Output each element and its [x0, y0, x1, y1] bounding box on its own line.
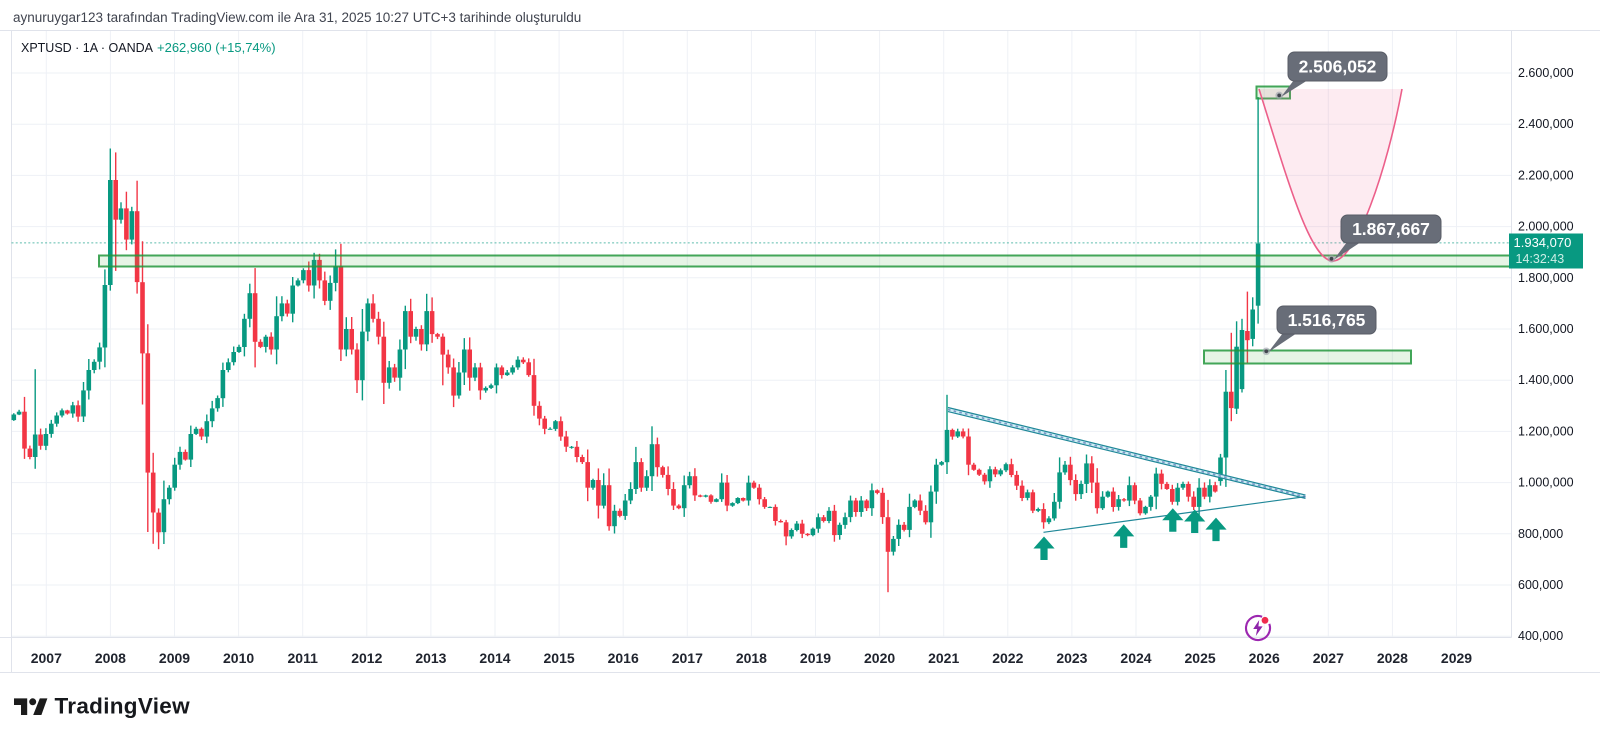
- svg-text:2016: 2016: [608, 650, 639, 666]
- svg-text:+262,960 (+15,74%): +262,960 (+15,74%): [157, 40, 276, 55]
- svg-text:1.867,667: 1.867,667: [1352, 219, 1430, 239]
- svg-text:2014: 2014: [479, 650, 510, 666]
- svg-text:2.600,000: 2.600,000: [1518, 66, 1574, 80]
- svg-text:600,000: 600,000: [1518, 578, 1563, 592]
- svg-text:2.000,000: 2.000,000: [1518, 220, 1574, 234]
- svg-text:1.000,000: 1.000,000: [1518, 476, 1574, 490]
- svg-text:1.200,000: 1.200,000: [1518, 424, 1574, 438]
- svg-text:2.200,000: 2.200,000: [1518, 168, 1574, 182]
- svg-text:XPTUSD · 1A · OANDA: XPTUSD · 1A · OANDA: [21, 41, 154, 55]
- svg-text:2029: 2029: [1441, 650, 1472, 666]
- svg-text:2.400,000: 2.400,000: [1518, 117, 1574, 131]
- svg-text:2011: 2011: [288, 650, 319, 666]
- svg-text:2025: 2025: [1185, 650, 1216, 666]
- svg-text:1.600,000: 1.600,000: [1518, 322, 1574, 336]
- svg-text:2023: 2023: [1056, 650, 1087, 666]
- svg-text:2013: 2013: [415, 650, 446, 666]
- svg-text:2022: 2022: [992, 650, 1023, 666]
- svg-text:1.516,765: 1.516,765: [1288, 310, 1366, 330]
- svg-text:2024: 2024: [1120, 650, 1151, 666]
- svg-text:2010: 2010: [223, 650, 254, 666]
- svg-text:2019: 2019: [800, 650, 831, 666]
- svg-text:2028: 2028: [1377, 650, 1408, 666]
- svg-text:2027: 2027: [1313, 650, 1344, 666]
- svg-text:2026: 2026: [1249, 650, 1280, 666]
- svg-text:400,000: 400,000: [1518, 629, 1563, 643]
- svg-text:2008: 2008: [95, 650, 126, 666]
- svg-text:2007: 2007: [31, 650, 62, 666]
- svg-text:800,000: 800,000: [1518, 527, 1563, 541]
- svg-text:2.506,052: 2.506,052: [1299, 57, 1377, 77]
- svg-text:2018: 2018: [736, 650, 767, 666]
- svg-text:2012: 2012: [351, 650, 382, 666]
- svg-text:2021: 2021: [928, 650, 959, 666]
- svg-text:TradingView: TradingView: [55, 694, 191, 719]
- svg-text:2009: 2009: [159, 650, 190, 666]
- svg-text:14:32:43: 14:32:43: [1516, 252, 1565, 266]
- svg-text:1.800,000: 1.800,000: [1518, 271, 1574, 285]
- svg-text:1.400,000: 1.400,000: [1518, 373, 1574, 387]
- svg-text:2015: 2015: [544, 650, 575, 666]
- svg-text:2017: 2017: [672, 650, 703, 666]
- svg-text:aynuruygar123 tarafından Tradi: aynuruygar123 tarafından TradingView.com…: [13, 10, 581, 25]
- svg-text:1.934,070: 1.934,070: [1514, 235, 1572, 250]
- svg-text:2020: 2020: [864, 650, 895, 666]
